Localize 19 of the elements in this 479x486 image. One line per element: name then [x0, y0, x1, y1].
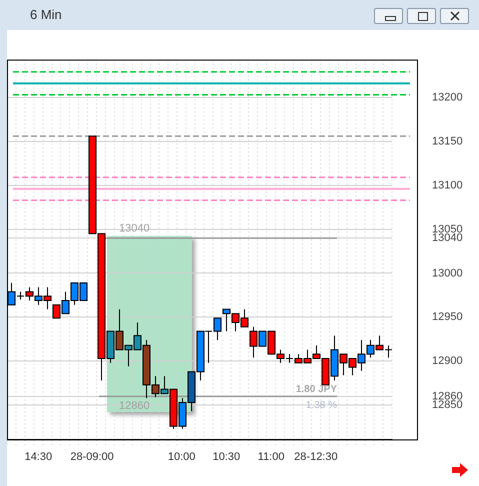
y-tick-label: 13100	[432, 179, 463, 192]
x-tick-label: 11:00	[258, 451, 284, 464]
y-tick-label: 13150	[432, 135, 463, 148]
y-tick-label: 13040	[432, 232, 463, 244]
x-tick-label: 28-12:30	[294, 451, 338, 464]
y-tick-label: 12850	[432, 399, 463, 412]
annotation: 1.80 JPY	[296, 384, 338, 396]
x-tick-label: 10:00	[168, 451, 196, 464]
y-tick-label: 13000	[432, 267, 463, 280]
y-tick-label: 13200	[432, 91, 463, 104]
x-tick-label: 14:30	[24, 451, 52, 464]
x-tick-label: 10:30	[212, 451, 240, 464]
x-tick-label: 28-09:00	[70, 451, 114, 464]
annotation: 1.38 %	[306, 400, 338, 412]
ref-line-label: 13040	[119, 222, 150, 235]
y-tick-label: 12950	[432, 311, 463, 324]
ref-line-label: 12860	[119, 400, 150, 412]
chart-title: 6 Min	[30, 7, 62, 22]
y-tick-label: 12900	[432, 355, 463, 368]
